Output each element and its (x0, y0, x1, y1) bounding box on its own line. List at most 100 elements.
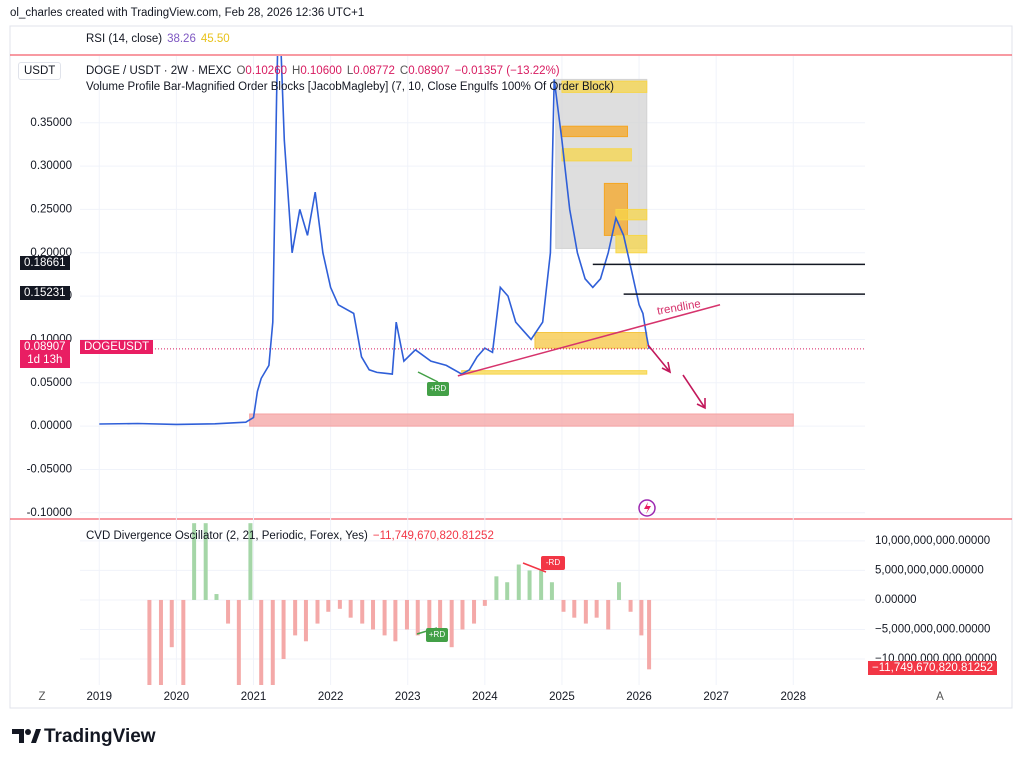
bar (606, 599, 611, 630)
zone (561, 125, 628, 138)
indicator-name: CVD Divergence Oscillator (2, 21, Period… (86, 530, 368, 542)
bar (460, 599, 465, 630)
countdown: 1d 13h (27, 353, 63, 366)
bar (181, 599, 186, 685)
bar (169, 599, 174, 648)
bar (415, 599, 420, 636)
bar (337, 599, 342, 609)
bar (449, 599, 454, 648)
divergence-line (417, 371, 439, 383)
currency: USDT (24, 65, 56, 77)
y-tick-label: 10,000,000,000.00000 (875, 535, 990, 547)
y-tick-label: -0.05000 (27, 463, 72, 475)
ohlc-item: L 0.08772 (347, 65, 395, 77)
ohlc-value: 0.10600 (300, 65, 342, 77)
bar (494, 576, 499, 600)
bar (192, 523, 197, 600)
bar (293, 599, 298, 636)
annotation-box (426, 628, 448, 642)
x-tick-label: 2021 (241, 691, 267, 703)
bar (248, 523, 253, 600)
ohlc-item: H 0.10600 (292, 65, 342, 77)
zoom-button[interactable]: Z (38, 691, 45, 703)
zone (249, 413, 794, 427)
zone (561, 148, 632, 162)
logo-mark (25, 729, 31, 735)
zone (555, 78, 648, 249)
ohlc: O 0.10260 H 0.10600 L 0.08772 C 0.08907 (236, 65, 449, 77)
y-tick-label: 0.25000 (30, 203, 72, 215)
last-price: 0.08907 (24, 340, 66, 353)
zones (249, 78, 794, 427)
bar (647, 599, 652, 670)
ohlc-label: L (346, 65, 354, 77)
x-tick-label: 2027 (703, 691, 729, 703)
cvd-legend: CVD Divergence Oscillator (2, 21, Period… (86, 530, 494, 542)
y-tick-label: 0.30000 (30, 160, 72, 172)
annotation: +RD (429, 630, 445, 639)
bar (147, 599, 152, 685)
x-tick-label: 2024 (472, 691, 498, 703)
y-tick-label: 0.20000 (30, 247, 72, 259)
x-tick-label: 2019 (86, 691, 112, 703)
x-tick-label: 2028 (780, 691, 806, 703)
bar (583, 599, 588, 624)
currency-button[interactable]: USDT (18, 62, 62, 80)
bar (393, 599, 398, 642)
y-tick-label: −5,000,000,000.00000 (875, 624, 990, 636)
frame (9, 25, 1013, 709)
bar (158, 599, 163, 685)
indicator-name: Volume Profile Bar-Magnified Order Block… (86, 81, 614, 93)
zone (615, 234, 648, 254)
ohlc-value: 0.08772 (353, 65, 395, 77)
ohlc-label: H (292, 65, 301, 77)
annotation: +RD (430, 384, 446, 393)
bar (315, 599, 320, 624)
logo: TradingView (12, 726, 156, 747)
bar (303, 599, 308, 642)
symbol: DOGE / USDT · 2W · MEXC (86, 65, 232, 77)
bar (438, 599, 443, 630)
indicator-value: 38.26 (167, 33, 196, 45)
bar (539, 570, 544, 600)
x-tick-label: 2023 (395, 691, 421, 703)
y-tick-label: -0.10000 (27, 507, 72, 519)
last-price-tag: 0.08907 1d 13h (20, 339, 70, 368)
zone (615, 208, 648, 221)
y-tick-label: 0.00000 (875, 594, 917, 606)
x-tick-label: 2026 (626, 691, 652, 703)
bar (572, 599, 577, 618)
indicator-value: 45.50 (200, 33, 230, 45)
symbol-legend: DOGE / USDT · 2W · MEXC O 0.10260 H 0.10600… (86, 65, 560, 77)
bar (404, 599, 409, 630)
bar (348, 599, 353, 618)
price-tag: 0.18661 (20, 256, 70, 271)
zone (461, 370, 648, 375)
ohlc-item: O 0.10260 (236, 65, 287, 77)
annotation-box (541, 556, 565, 570)
bar (236, 599, 241, 685)
logo-mark (12, 729, 24, 743)
bar (482, 599, 487, 606)
divergence-line (522, 562, 547, 573)
ohlc-label: C (399, 65, 409, 77)
attribution-text: ol_charles created with TradingView.com,… (10, 7, 365, 19)
change: −0.01357 (−13.22%) (454, 65, 560, 77)
price-pane (80, 56, 865, 426)
x-tick-label: 2025 (549, 691, 575, 703)
ohlc-label: O (236, 65, 246, 77)
brand: TradingView (44, 726, 156, 747)
bar (281, 599, 286, 660)
attribution: ol_charles created with TradingView.com,… (10, 7, 364, 19)
indicator-value: −11,749,670,820.81252 (372, 530, 494, 542)
bar (427, 599, 432, 642)
auto-button[interactable]: A (936, 691, 944, 703)
divergence-line (416, 627, 438, 635)
price-line (99, 56, 650, 426)
x-tick-label: 2022 (318, 691, 344, 703)
bar (561, 599, 566, 612)
bar (259, 599, 264, 685)
indicator-legend: Volume Profile Bar-Magnified Order Block… (86, 81, 614, 93)
icon (638, 499, 656, 517)
